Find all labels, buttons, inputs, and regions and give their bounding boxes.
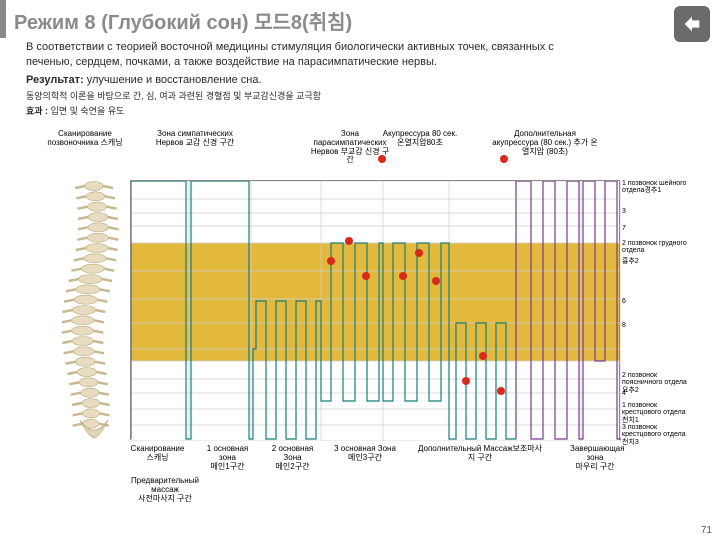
chart-traces [131, 181, 621, 441]
top-label: Дополнительная акупрессура (80 сек.) 추가 … [490, 130, 600, 156]
back-button[interactable] [674, 6, 710, 42]
right-label: 7 [622, 225, 692, 232]
description-block: В соответствии с теорией восточной медиц… [26, 40, 586, 119]
right-label: 8 [622, 322, 692, 329]
right-label: 3 позвонок крестцового отдела천치3 [622, 424, 692, 446]
bottom-label: Предварительный массаж사전마사지 구간 [130, 477, 200, 503]
right-label: 3 [622, 208, 692, 215]
right-label: 흉추2 [622, 258, 692, 265]
top-label: Сканирование позвоночника 스캐닝 [40, 130, 130, 148]
chart-area [130, 180, 620, 440]
accent-bar [0, 0, 6, 38]
acupressure-dot [497, 387, 505, 395]
right-label: 2 позвонок грудного отдела [622, 240, 692, 255]
page-number: 71 [701, 525, 712, 536]
back-arrow-icon [681, 13, 703, 35]
right-label: 6 [622, 298, 692, 305]
bottom-label: Сканирование 스캐닝 [130, 445, 185, 463]
right-label: 4 [622, 390, 692, 397]
right-label: 1 позвонок крестцового отдела천치1 [622, 402, 692, 424]
acupressure-dot [362, 272, 370, 280]
bottom-label: 3 основная Зона메인3구간 [330, 445, 400, 463]
bottom-label: Дополнительный Массаж보조마사지 구간 [415, 445, 545, 463]
acupressure-dot [327, 257, 335, 265]
right-label: 1 позвонок шейного отдела경추1 [622, 180, 692, 195]
page-title: Режим 8 (Глубокий сон) 모드8(취침) [14, 6, 352, 35]
desc-p2: Результат: улучшение и восстановление сн… [26, 73, 586, 88]
acupressure-dot [479, 352, 487, 360]
desc-kr1: 동양의학적 이론을 바탕으로 간, 심, 여과 과련된 경혈점 및 부교감신경을… [26, 90, 586, 103]
acupressure-dot [462, 377, 470, 385]
spine-illustration [50, 180, 130, 440]
acupressure-dot [415, 249, 423, 257]
desc-p1: В соответствии с теорией восточной медиц… [26, 40, 586, 71]
top-label: Акупрессура 80 сек. 온열지압80초 [380, 130, 460, 148]
acupressure-dot [345, 237, 353, 245]
bottom-label: Завершающая зона마우리 구간 [570, 445, 620, 471]
bottom-label: 1 основная зона메인1구간 [200, 445, 255, 471]
acupressure-dot [399, 272, 407, 280]
legend-dot [500, 155, 508, 163]
desc-kr2: 효과 : 입면 및 숙연을 유도 [26, 105, 586, 118]
top-label: Зона симпатических Нервов 교감 신경 구간 [155, 130, 235, 148]
acupressure-dot [432, 277, 440, 285]
bottom-label: 2 основная Зона메인2구간 [265, 445, 320, 471]
legend-dot [378, 155, 386, 163]
